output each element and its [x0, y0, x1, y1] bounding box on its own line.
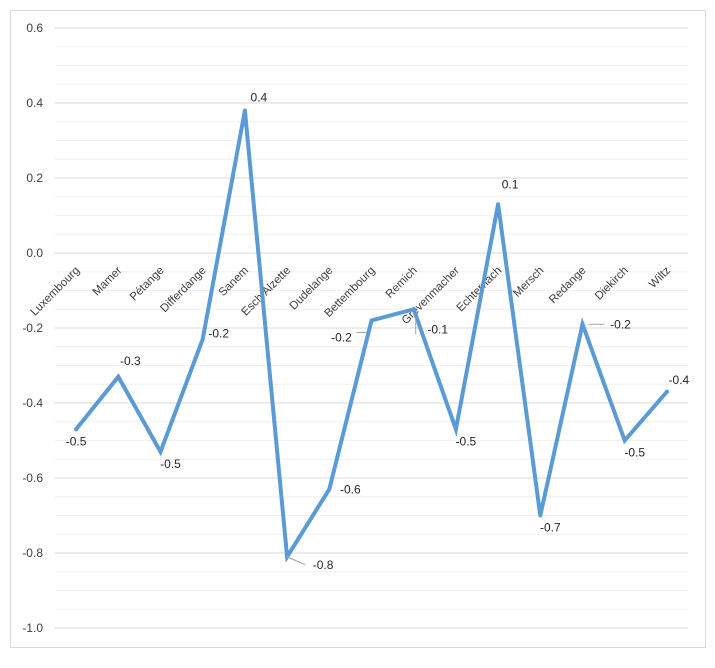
y-tick-label: -1.0	[22, 621, 43, 635]
data-label: -0.8	[313, 558, 334, 572]
data-label: 0.4	[251, 91, 268, 105]
category-label: Remich	[384, 265, 420, 301]
data-point	[411, 307, 416, 312]
data-point	[242, 108, 247, 113]
chart-frame	[10, 10, 706, 648]
series-line	[74, 110, 669, 563]
y-tick-label: -0.6	[22, 471, 43, 485]
data-label: -0.4	[669, 373, 690, 387]
data-point	[453, 427, 458, 432]
data-label: -0.2	[208, 326, 229, 340]
data-point	[622, 438, 627, 443]
y-tick-label: -0.4	[22, 396, 43, 410]
y-tick-label: 0.2	[26, 171, 43, 185]
data-label: -0.5	[66, 434, 87, 448]
category-label: Pétange	[128, 265, 167, 304]
category-label: Wiltz	[647, 264, 673, 290]
y-tick-label: -0.2	[22, 321, 43, 335]
y-tick-label: 0.0	[26, 246, 43, 260]
category-label: Redange	[547, 265, 588, 306]
data-label: -0.5	[456, 434, 477, 448]
data-label: -0.2	[610, 317, 631, 331]
data-label: -0.5	[624, 446, 645, 460]
data-point	[327, 487, 332, 492]
data-label: -0.3	[120, 354, 141, 368]
data-label: -0.5	[160, 457, 181, 471]
data-label: -0.2	[331, 331, 352, 345]
category-label: Diekirch	[593, 265, 631, 303]
data-label: -0.7	[540, 521, 561, 535]
category-label: Mamer	[91, 265, 125, 299]
data-point	[116, 374, 121, 379]
data-point	[580, 322, 585, 327]
data-label: -0.1	[427, 322, 448, 336]
label-leader-line	[286, 556, 306, 566]
data-point	[496, 202, 501, 207]
data-point	[158, 449, 163, 454]
data-point	[664, 389, 669, 394]
data-label: 0.1	[502, 177, 519, 191]
data-point	[74, 427, 79, 432]
data-point	[538, 513, 543, 518]
category-label: Luxembourg	[29, 265, 83, 319]
category-label: Sanem	[217, 265, 251, 299]
category-label: Mersch	[511, 265, 546, 300]
data-point	[369, 318, 374, 323]
y-tick-label: 0.6	[26, 21, 43, 35]
data-point	[200, 337, 205, 342]
y-tick-label: -0.8	[22, 546, 43, 560]
data-label: -0.6	[340, 482, 361, 496]
y-tick-label: 0.4	[26, 96, 43, 110]
